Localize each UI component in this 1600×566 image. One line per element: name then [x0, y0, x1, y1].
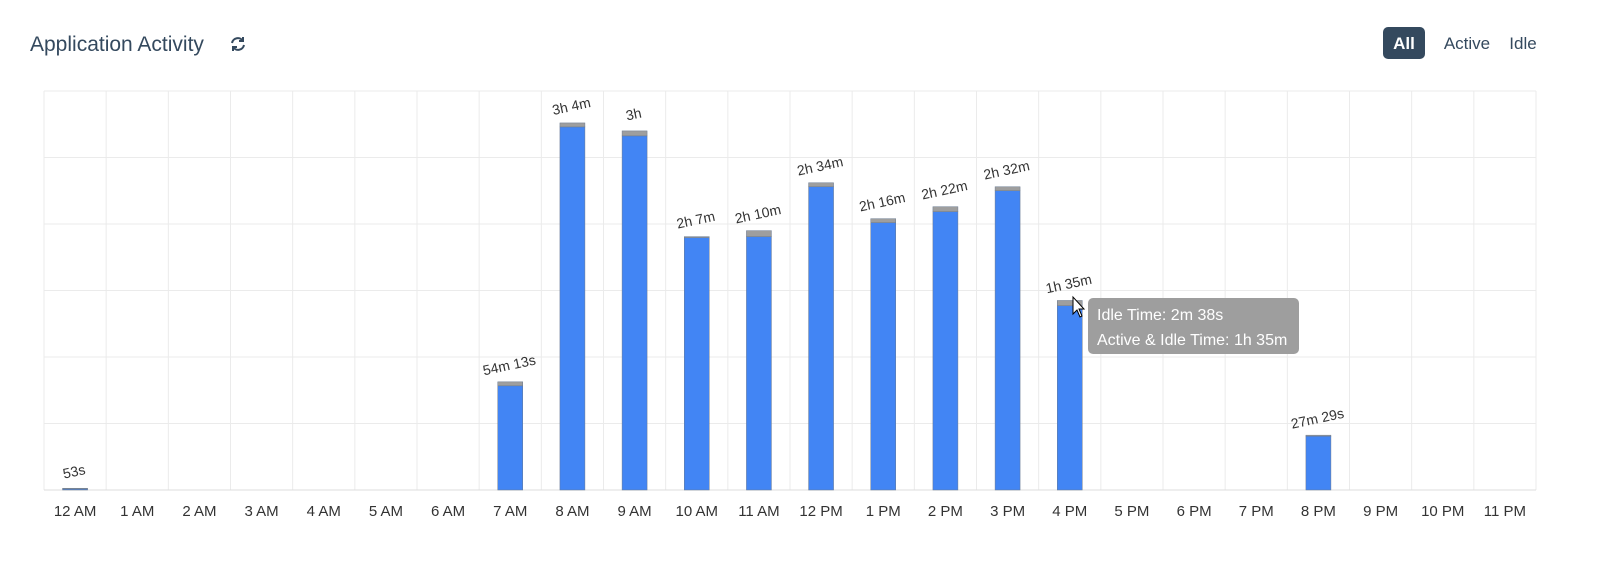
value-label: 2h 7m [675, 208, 716, 232]
value-label: 54m 13s [481, 352, 537, 379]
x-tick-label: 3 AM [244, 503, 278, 520]
tooltip-box [1088, 298, 1299, 354]
bar-segment [746, 236, 772, 491]
value-label: 27m 29s [1289, 405, 1345, 432]
value-label: 2h 10m [733, 201, 782, 226]
toggle-all[interactable]: All [1393, 34, 1415, 53]
bar-segment [559, 126, 586, 491]
bar-segment [870, 218, 896, 223]
bar-segment [1057, 305, 1083, 491]
value-label: 2h 22m [920, 177, 969, 202]
bar-segment [994, 190, 1021, 491]
bar-segment [559, 122, 586, 128]
tooltip: Idle Time: 2m 38s Active & Idle Time: 1h… [1088, 298, 1299, 354]
toggle-selected[interactable] [1383, 27, 1425, 59]
bar-segment [684, 236, 710, 238]
x-tick-label: 8 PM [1301, 503, 1336, 520]
x-tick-label: 7 PM [1239, 503, 1274, 520]
bar-segment [62, 487, 88, 490]
bar-segment [621, 135, 648, 491]
value-label: 3h [624, 105, 643, 124]
toggle-idle[interactable]: Idle [1509, 34, 1536, 53]
bar-segment [932, 211, 959, 491]
x-tick-label: 8 AM [555, 503, 589, 520]
grid [43, 90, 1537, 491]
x-tick-label: 4 AM [307, 503, 341, 520]
bar-segment [746, 230, 772, 237]
bar-segment [497, 381, 523, 387]
x-tick-label: 2 PM [928, 503, 963, 520]
x-tick-label: 5 PM [1114, 503, 1149, 520]
value-label: 2h 32m [982, 157, 1031, 182]
x-tick-label: 5 AM [369, 503, 403, 520]
bar-segment [1305, 434, 1332, 437]
value-label: 3h 4m [551, 94, 592, 118]
toggle-active[interactable]: Active [1444, 34, 1490, 53]
cursor [1072, 295, 1086, 318]
tooltip-line: Active & Idle Time: 1h 35m [1097, 332, 1287, 349]
x-tick-label: 10 PM [1421, 503, 1464, 520]
x-tick-label: 4 PM [1052, 503, 1087, 520]
bar-segment [1305, 435, 1332, 491]
bar-segment [684, 237, 710, 491]
bar-segment [870, 222, 896, 491]
x-tick-label: 6 AM [431, 503, 465, 520]
x-tick-label: 6 PM [1177, 503, 1212, 520]
x-tick-label: 1 AM [120, 503, 154, 520]
page-title: Application Activity [30, 33, 204, 56]
tooltip-line: Idle Time: 2m 38s [1097, 307, 1223, 324]
x-tick-label: 12 AM [54, 503, 97, 520]
x-tick-label: 3 PM [990, 503, 1025, 520]
x-tick-label: 7 AM [493, 503, 527, 520]
x-tick-label: 2 AM [182, 503, 216, 520]
bar-segment [994, 186, 1021, 191]
bar-segment [808, 182, 834, 188]
x-tick-label: 10 AM [675, 503, 718, 520]
bar-segment [621, 130, 648, 137]
refresh-arrow [232, 46, 237, 51]
value-label: 2h 16m [858, 189, 907, 214]
refresh-arrow [239, 37, 244, 42]
bar-segment [1057, 300, 1083, 306]
value-label: 53s [61, 461, 86, 481]
bar-segment [808, 186, 834, 491]
x-tick-label: 12 PM [799, 503, 842, 520]
x-tick-label: 11 PM [1484, 503, 1526, 520]
x-tick-label: 9 AM [617, 503, 651, 520]
x-tick-label: 9 PM [1363, 503, 1398, 520]
x-tick-label: 1 PM [866, 503, 901, 520]
bar-segment [932, 206, 959, 212]
x-tick-label: 11 AM [738, 503, 779, 520]
refresh-icon[interactable] [231, 37, 245, 51]
value-label: 1h 35m [1044, 271, 1093, 296]
bar-segment [497, 385, 523, 491]
